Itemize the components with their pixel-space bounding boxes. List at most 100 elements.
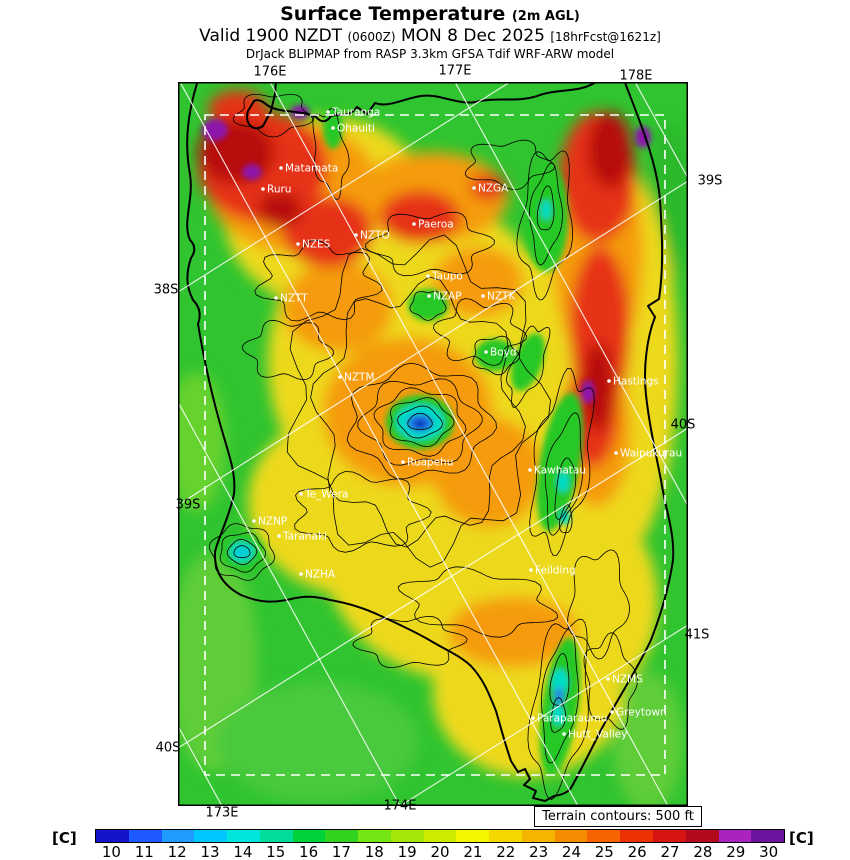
station-label: NZAP <box>433 291 462 303</box>
valid-date: MON 8 Dec 2025 <box>400 26 545 46</box>
colorbar-value: 25 <box>594 843 614 860</box>
terrain-contour-line <box>549 653 570 706</box>
station-label: Matamata <box>285 163 338 175</box>
station-dot <box>277 534 281 538</box>
station-label: Tauranga <box>331 107 380 119</box>
temperature-map: Tauranga Ohauiti Matamata Ruru NZGA NZTO Paero… <box>178 82 688 806</box>
terrain-contour-line <box>254 239 383 322</box>
station-label: NZTM <box>344 372 375 384</box>
terrain-contour-line <box>550 697 566 733</box>
colorbar-value: 14 <box>233 843 253 860</box>
terrain-contour-line <box>294 471 432 553</box>
colorbar-segment <box>718 830 752 842</box>
colorbar-segment <box>489 830 522 842</box>
terrain-contour-line <box>529 367 595 557</box>
colorbar-strip <box>95 829 785 843</box>
station-dot <box>299 572 303 576</box>
model-line: DrJack BLIPMAP from RASP 3.3km GFSA Tdif… <box>245 47 615 61</box>
grid-label: 41S <box>684 627 710 643</box>
terrain-contour-line <box>397 566 559 638</box>
colorbar-unit-right: [C] <box>789 829 814 847</box>
station-label: NZTO <box>360 230 390 242</box>
forecast-tag: [18hrFcst@1621z] <box>550 30 661 44</box>
grid-label: 176E <box>253 64 287 80</box>
terrain-contour-line <box>464 139 556 190</box>
colorbar-value: 18 <box>364 843 384 860</box>
station-dot <box>426 274 430 278</box>
station-label: Boyd <box>490 347 517 359</box>
station-label: Greytown <box>616 707 667 719</box>
colorbar-segment <box>751 830 785 842</box>
colorbar-values: 10 11 12 13 14 15 16 17 18 19 20 21 22 23 24 25 26 27 28 29… <box>95 844 785 860</box>
colorbar-segment <box>161 830 195 842</box>
station-label: NZHA <box>305 569 336 581</box>
station-label: Taupo <box>431 271 463 283</box>
terrain-contour-line <box>346 362 497 480</box>
station-label: NZTT <box>280 293 308 305</box>
terrain-contour-line <box>310 276 526 548</box>
grid-label: 39S <box>175 497 201 513</box>
colorbar-value: 21 <box>463 843 483 860</box>
title-text: Surface Temperature <box>280 3 506 25</box>
colorbar-value: 19 <box>397 843 417 860</box>
station-dot <box>252 519 256 523</box>
station-label: Hutt_Valley <box>568 729 627 741</box>
terrain-contour-line <box>241 319 335 381</box>
station-dot <box>481 294 485 298</box>
station-dot <box>326 110 330 114</box>
terrain-contour-line <box>567 549 631 660</box>
station-label: Taranaki <box>282 531 327 543</box>
colorbar-segment <box>456 830 490 842</box>
colorbar-segment <box>325 830 359 842</box>
station-dot <box>610 710 614 714</box>
colorbar-value: 30 <box>759 843 779 860</box>
colorbar-segment <box>292 830 326 842</box>
colorbar-segment <box>358 830 391 842</box>
grid-label: 178E <box>619 68 653 84</box>
terrain-contour-line <box>433 298 527 366</box>
terrain-contour-line <box>232 94 314 138</box>
graticule-lines <box>178 82 688 806</box>
colorbar-value: 15 <box>266 843 286 860</box>
terrain-contour-line <box>472 335 520 376</box>
station-dot <box>562 732 566 736</box>
station-labels: Tauranga Ohauiti Matamata Ruru NZGA NZTO Paero… <box>252 107 682 741</box>
grid-label: 40S <box>155 740 181 756</box>
station-dot <box>296 242 300 246</box>
station-dot <box>331 126 335 130</box>
colorbar-value: 11 <box>134 843 154 860</box>
station-dot <box>607 379 611 383</box>
colorbar: [C] 10 11 12 13 14 15 16 17 18 19 20 21 22 23 24 25 26 27… <box>0 828 850 860</box>
station-label: NZTK <box>487 291 516 303</box>
colorbar-value: 28 <box>693 843 713 860</box>
station-label: Paeroa <box>418 219 454 231</box>
terrain-contour-line <box>219 532 267 573</box>
colorbar-value: 20 <box>430 843 450 860</box>
colorbar-segment <box>653 830 686 842</box>
valid-time: Valid 1900 NZDT <box>199 26 343 46</box>
station-label: NZES <box>302 239 331 251</box>
station-dot <box>338 375 342 379</box>
station-dot <box>528 468 532 472</box>
terrain-contour-line <box>365 211 495 277</box>
terrain-contour-line <box>226 538 258 566</box>
colorbar-segment <box>128 830 162 842</box>
colorbar-segment <box>96 830 129 842</box>
grid-label: 40S <box>670 417 696 433</box>
colorbar-value: 16 <box>299 843 319 860</box>
grid-label: 38S <box>153 282 179 298</box>
station-dot <box>261 187 265 191</box>
colorbar-segment <box>685 830 719 842</box>
station-label: NZMS <box>612 674 643 686</box>
colorbar-unit-left: [C] <box>52 829 77 847</box>
colorbar-value: 23 <box>529 843 549 860</box>
terrain-contour-line <box>583 632 638 730</box>
colorbar-segment <box>227 830 260 842</box>
colorbar-value: 29 <box>726 843 746 860</box>
station-label: Ruapehu <box>407 457 453 469</box>
colorbar-value: 24 <box>561 843 581 860</box>
station-label: Kawhatau <box>534 465 586 477</box>
terrain-contour-line <box>312 107 350 200</box>
temperature-field-base <box>178 90 688 806</box>
station-label: NZNP <box>258 516 287 528</box>
